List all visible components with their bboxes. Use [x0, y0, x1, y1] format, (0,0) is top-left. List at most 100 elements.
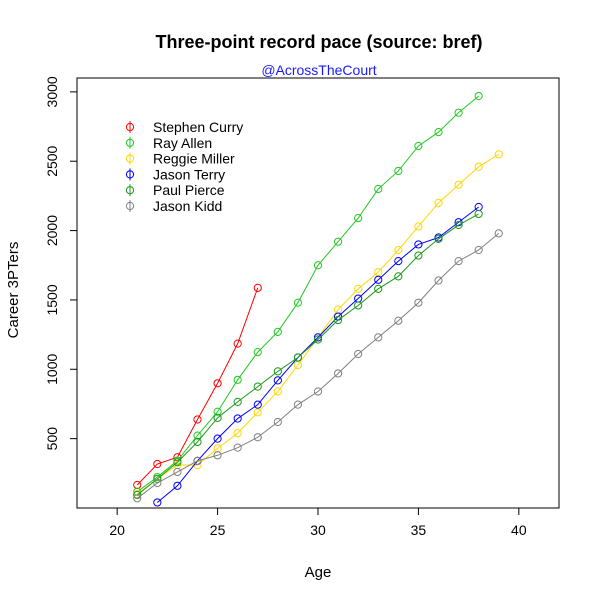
data-point	[173, 467, 182, 477]
data-point	[434, 276, 443, 285]
legend-label: Jason Terry	[153, 166, 225, 182]
data-point	[233, 443, 242, 452]
data-point	[494, 150, 503, 159]
data-point	[354, 284, 363, 293]
data-point	[273, 327, 282, 336]
data-point	[394, 272, 403, 281]
data-point	[474, 245, 483, 255]
data-point	[293, 298, 303, 307]
data-point	[193, 456, 202, 465]
data-point	[253, 283, 262, 292]
data-point	[193, 437, 202, 447]
data-point	[454, 256, 463, 266]
data-point	[414, 298, 423, 307]
data-point	[333, 369, 343, 378]
legend-label: Reggie Miller	[153, 151, 235, 167]
data-point	[394, 316, 403, 325]
data-point	[454, 180, 463, 189]
data-point	[333, 315, 343, 325]
data-point	[374, 333, 383, 342]
data-point	[273, 387, 282, 396]
legend-label: Jason Kidd	[153, 198, 222, 214]
data-point	[313, 333, 323, 342]
data-point	[273, 367, 282, 376]
x-tick-label: 25	[210, 522, 226, 538]
y-axis-label: Career 3PTers	[5, 242, 22, 339]
chart-title: Three-point record pace (source: bref)	[155, 32, 482, 52]
data-point	[193, 431, 202, 440]
data-point	[313, 335, 323, 344]
data-point	[354, 301, 363, 310]
x-axis: 20 25 30 35 40	[109, 507, 527, 538]
legend-symbol	[125, 186, 135, 195]
series-line	[157, 206, 479, 503]
data-point	[293, 353, 303, 362]
legend-label: Paul Pierce	[153, 182, 225, 198]
data-point	[474, 91, 483, 101]
data-point	[253, 433, 262, 442]
data-point	[394, 245, 403, 255]
y-tick-label: 2500	[44, 145, 60, 176]
data-point	[173, 481, 182, 490]
legend-item: Jason Kidd	[125, 198, 222, 214]
data-point	[454, 108, 463, 117]
series-line	[136, 213, 479, 496]
series-4	[133, 209, 483, 500]
data-point	[313, 261, 323, 270]
data-point	[414, 251, 423, 260]
data-point	[394, 256, 403, 266]
data-point	[434, 234, 443, 244]
data-point	[253, 400, 262, 409]
data-point	[273, 417, 282, 427]
data-point	[434, 198, 443, 207]
legend-label: Stephen Curry	[153, 119, 243, 135]
x-tick-label: 20	[109, 522, 125, 538]
x-axis-label: Age	[305, 564, 332, 581]
legend-item: Ray Allen	[125, 135, 212, 151]
data-point	[374, 284, 383, 293]
x-tick-label: 40	[511, 522, 527, 538]
data-point	[233, 414, 242, 423]
series-line	[136, 232, 500, 499]
data-point	[213, 434, 222, 443]
data-point	[253, 347, 262, 357]
legend-symbol	[125, 201, 135, 211]
y-tick-label: 1000	[44, 354, 60, 385]
plot-area	[76, 77, 560, 509]
y-tick-label: 2000	[44, 215, 60, 246]
data-point	[153, 498, 162, 507]
data-point	[474, 209, 483, 219]
data-point	[173, 458, 182, 467]
data-point	[153, 459, 162, 469]
legend-symbol	[125, 122, 135, 132]
legend-symbol	[125, 170, 135, 179]
data-point	[213, 407, 222, 416]
series-0	[133, 283, 262, 490]
data-point	[374, 184, 383, 194]
legend-item: Paul Pierce	[125, 182, 225, 198]
data-point	[414, 222, 423, 231]
data-point	[213, 379, 222, 388]
legend-item: Stephen Curry	[125, 119, 243, 135]
data-point	[273, 376, 282, 385]
data-point	[414, 141, 423, 151]
data-point	[354, 213, 363, 223]
legend-item: Jason Terry	[125, 166, 225, 182]
data-point	[233, 397, 242, 406]
series-layer	[133, 91, 503, 507]
y-tick-label: 1500	[44, 284, 60, 315]
chart-subtitle: @AcrossTheCourt	[261, 62, 376, 78]
y-tick-label: 500	[44, 427, 60, 451]
data-point	[133, 494, 142, 503]
legend-item: Reggie Miller	[125, 151, 235, 167]
data-point	[454, 220, 463, 230]
series-5	[133, 229, 503, 503]
data-point	[253, 382, 262, 391]
x-tick-label: 30	[310, 522, 326, 538]
data-point	[293, 400, 303, 409]
data-point	[193, 415, 202, 424]
series-line	[136, 287, 259, 486]
data-point	[414, 240, 423, 249]
